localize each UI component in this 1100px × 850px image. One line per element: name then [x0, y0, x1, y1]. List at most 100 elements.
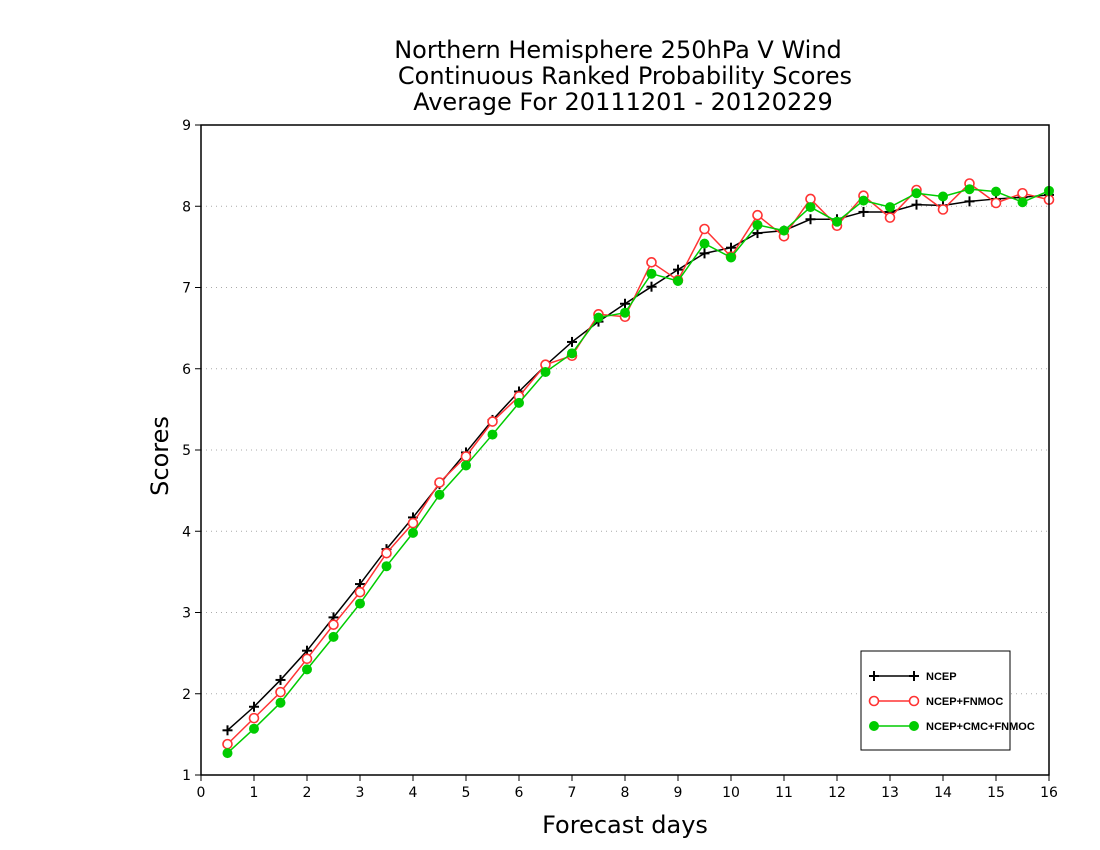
- y-tick-label: 6: [182, 362, 191, 378]
- data-point: [752, 219, 763, 230]
- data-point: [937, 204, 949, 215]
- data-point: [460, 451, 472, 462]
- data-point: [646, 257, 657, 268]
- data-point: [275, 674, 286, 685]
- legend-marker-right: [909, 671, 919, 681]
- data-point: [726, 242, 736, 253]
- y-tick-label: 5: [182, 443, 191, 459]
- x-tick-label: 10: [722, 785, 740, 801]
- legend-label: NCEP+FNMOC: [926, 696, 1003, 708]
- legend-entry: NCEP+CMC+FNMOC: [869, 721, 1035, 733]
- data-point: [885, 202, 895, 213]
- data-point: [673, 276, 683, 286]
- title-line-3: Average For 20111201 - 20120229: [413, 88, 833, 116]
- y-tick-label: 9: [182, 118, 191, 134]
- data-point: [434, 489, 445, 500]
- data-point: [884, 212, 896, 223]
- legend-label: NCEP: [926, 671, 957, 683]
- data-point: [407, 517, 419, 529]
- x-tick-label: 11: [775, 785, 793, 801]
- y-tick-label: 3: [182, 606, 191, 622]
- data-point: [593, 312, 604, 323]
- legend-marker-left: [868, 695, 880, 707]
- data-point: [275, 686, 286, 698]
- data-point: [938, 191, 948, 202]
- data-point: [354, 586, 366, 598]
- data-point: [620, 307, 630, 318]
- x-tick-label: 8: [621, 785, 630, 801]
- data-point: [487, 416, 498, 427]
- x-tick-label: 4: [409, 785, 418, 801]
- legend-entries: NCEP NCEP+FNMOC NCEP+CMC+FNMOC: [868, 671, 1035, 733]
- data-point: [275, 697, 286, 708]
- legend-label: NCEP+CMC+FNMOC: [926, 721, 1035, 733]
- y-axis-label: Scores: [146, 416, 174, 496]
- x-tick-label: 13: [881, 785, 899, 801]
- data-point: [514, 397, 524, 408]
- x-tick-label: 15: [987, 785, 1005, 801]
- data-point: [567, 336, 577, 347]
- data-point: [620, 298, 630, 309]
- data-point: [222, 748, 233, 759]
- data-point: [328, 631, 339, 642]
- data-point: [248, 712, 260, 724]
- y-tick-label: 1: [182, 768, 191, 784]
- data-point: [858, 195, 869, 206]
- data-point: [461, 460, 471, 471]
- x-tick-label: 9: [674, 785, 683, 801]
- x-tick-label: 2: [303, 785, 312, 801]
- data-point: [964, 196, 975, 207]
- legend-marker-right: [909, 721, 919, 731]
- y-tick-label: 4: [182, 524, 191, 540]
- data-point: [832, 216, 842, 227]
- x-tick-label: 5: [462, 785, 471, 801]
- y-tick-label: 8: [182, 199, 191, 215]
- plot-frame: [200, 124, 1050, 776]
- data-point: [222, 725, 233, 736]
- legend-marker-right: [908, 695, 920, 707]
- data-point: [911, 199, 922, 210]
- data-point: [487, 429, 498, 440]
- data-point: [646, 281, 657, 292]
- data-point: [408, 527, 418, 538]
- data-point: [699, 238, 710, 249]
- data-point: [673, 264, 683, 275]
- chart-title: Northern Hemisphere 250hPa V Wind Contin…: [394, 36, 852, 116]
- data-point: [301, 653, 313, 665]
- legend-entry: NCEP: [869, 671, 957, 683]
- data-point: [355, 598, 365, 609]
- title-line-1: Northern Hemisphere 250hPa V Wind: [394, 36, 842, 64]
- data-point: [911, 188, 922, 199]
- data-point: [249, 701, 259, 712]
- series-ncep-fnmoc: [222, 178, 1055, 750]
- data-point: [699, 223, 710, 235]
- data-point: [858, 206, 869, 217]
- series-ncep-cmc-fnmoc: [222, 184, 1054, 759]
- data-point: [302, 664, 312, 675]
- y-tick-label: 2: [182, 687, 191, 703]
- data-point: [1017, 197, 1028, 208]
- series-layer: [222, 178, 1055, 759]
- x-tick-label: 3: [356, 785, 365, 801]
- data-point: [752, 209, 763, 221]
- data-point: [540, 367, 551, 377]
- y-tick-label: 7: [182, 281, 191, 297]
- x-tick-label: 6: [515, 785, 524, 801]
- x-tick-label: 1: [250, 785, 259, 801]
- data-point: [249, 723, 259, 734]
- data-point: [1017, 187, 1028, 199]
- data-point: [805, 202, 816, 213]
- x-tick-label: 16: [1040, 785, 1058, 801]
- x-tick-label: 14: [934, 785, 952, 801]
- data-point: [381, 561, 392, 572]
- data-point: [990, 197, 1002, 209]
- data-point: [434, 477, 445, 488]
- legend-entry: NCEP+FNMOC: [868, 695, 1003, 708]
- legend: NCEP NCEP+FNMOC NCEP+CMC+FNMOC: [860, 650, 1035, 751]
- x-tick-label: 0: [197, 785, 206, 801]
- data-point: [646, 268, 657, 279]
- data-point: [381, 547, 392, 559]
- data-point: [779, 225, 789, 236]
